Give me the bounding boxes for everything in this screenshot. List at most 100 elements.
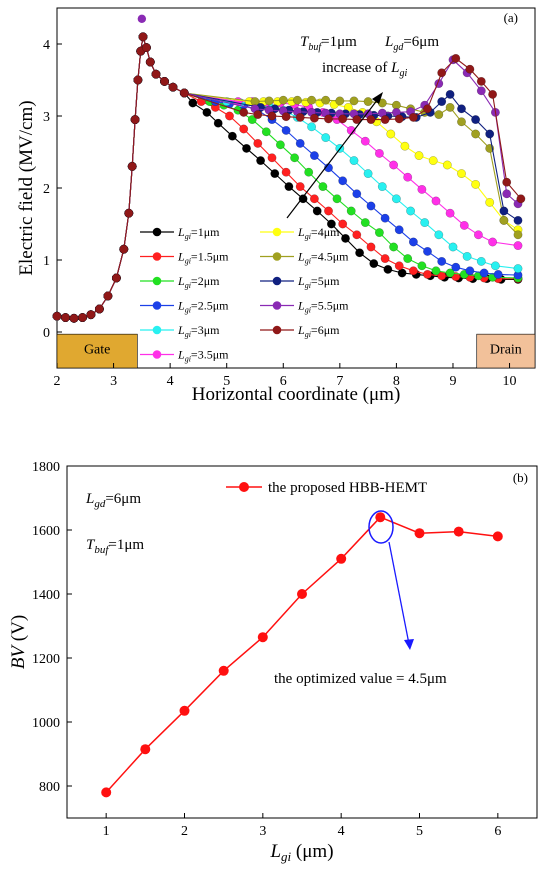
series-point xyxy=(457,104,466,114)
x-tick-label: 9 xyxy=(449,374,456,389)
series-point xyxy=(490,261,500,271)
series-lgi4.5 xyxy=(52,32,523,323)
series-point xyxy=(431,266,441,276)
series-point xyxy=(465,64,475,74)
series-point xyxy=(363,169,373,179)
series-point xyxy=(488,89,498,99)
series-point xyxy=(383,264,393,274)
series-point xyxy=(86,310,96,320)
series-point xyxy=(389,242,399,252)
series-point xyxy=(434,110,444,120)
x-tick-label: 4 xyxy=(167,374,174,389)
series-point xyxy=(188,98,198,108)
panel-b-legend: the proposed HBB-HEMT xyxy=(226,480,427,496)
series-lgi6 xyxy=(52,32,526,323)
panel-b-xlabel: Lgi (μm) xyxy=(269,841,333,864)
panel-b-optimized-annotation: the optimized value = 4.5μm xyxy=(274,510,447,687)
series-point xyxy=(502,189,512,199)
x-tick-label: 4 xyxy=(338,824,345,839)
series-point xyxy=(366,201,376,211)
legend-label: Lgi=1.5μm xyxy=(177,250,229,266)
series-point xyxy=(145,57,155,67)
series-lgi5 xyxy=(52,32,523,323)
y-tick-label: 1600 xyxy=(32,524,60,539)
series-point xyxy=(338,114,348,124)
series-point xyxy=(52,311,62,321)
legend-label: Lgi=2μm xyxy=(177,274,220,290)
series-point xyxy=(369,259,379,269)
series-point xyxy=(61,313,70,323)
series-point xyxy=(476,256,486,266)
series-point xyxy=(479,268,489,278)
series-point xyxy=(471,179,481,189)
series-point xyxy=(281,112,291,122)
series-point xyxy=(374,228,384,238)
series-point xyxy=(366,242,376,252)
series-point xyxy=(360,136,370,146)
series-lgi5.5 xyxy=(52,32,523,323)
series-point xyxy=(281,167,291,177)
series-point xyxy=(127,161,137,171)
legend-entry: Lgi=4μm xyxy=(260,225,340,241)
series-point xyxy=(417,184,427,194)
series-point xyxy=(391,194,401,204)
y-tick-label: 1800 xyxy=(32,460,60,475)
series-point xyxy=(349,96,359,106)
series-point xyxy=(151,69,161,79)
series-point xyxy=(366,115,376,125)
bv-point xyxy=(297,589,307,599)
legend-entry: Lgi=2μm xyxy=(140,274,220,290)
panel-b-chart: 1 2 3 4 5 6 800 1000 1200 1400 1600 1800 (b) the pr… xyxy=(8,460,538,864)
series-point xyxy=(434,230,444,240)
legend-entry: Lgi=3.5μm xyxy=(140,348,229,364)
series-point xyxy=(247,115,257,125)
series-point xyxy=(335,96,345,106)
series-point xyxy=(448,242,458,252)
y-tick-label: 800 xyxy=(39,780,60,795)
legend-entry: Lgi=4.5μm xyxy=(260,250,349,266)
series-lgi1.5 xyxy=(52,32,523,323)
y-tick-label: 2 xyxy=(43,182,50,197)
legend-label: Lgi=2.5μm xyxy=(177,299,229,315)
series-point xyxy=(295,112,305,122)
region-gate xyxy=(56,333,138,369)
series-point xyxy=(513,215,523,225)
series-point xyxy=(408,112,418,122)
series-point xyxy=(428,156,438,166)
series-point xyxy=(290,153,300,163)
legend-label: Lgi=1μm xyxy=(177,225,220,241)
panel-a-chart: Gate Drain 2 3 4 5 6 7 8 9 10 0 1 2 3 4 Lgi=1μm Lgi=1.5… xyxy=(16,7,536,405)
series-point xyxy=(423,269,432,279)
series-point xyxy=(408,266,418,276)
x-tick-label: 7 xyxy=(336,374,343,389)
series-point xyxy=(213,118,223,128)
legend-label: Lgi=3.5μm xyxy=(177,348,229,364)
series-point xyxy=(346,206,356,216)
legend-marker xyxy=(152,350,162,359)
legend-label: Lgi=5μm xyxy=(297,274,340,290)
series-point xyxy=(445,89,455,99)
series-point xyxy=(267,111,277,121)
legend-marker xyxy=(152,301,162,310)
panel-b-ylabel: BV (V) xyxy=(8,615,29,669)
legend-label: Lgi=4μm xyxy=(297,225,340,241)
series-point xyxy=(275,140,285,150)
series-point xyxy=(225,111,234,121)
series-point xyxy=(437,256,447,266)
region-label-gate: Gate xyxy=(84,343,110,358)
series-point xyxy=(256,156,266,166)
panel-b-annotation-lgd: Lgd=6μm xyxy=(85,491,141,510)
series-point xyxy=(179,88,189,98)
annotation-arrow-head xyxy=(372,92,383,104)
series-point xyxy=(239,107,249,117)
y-tick-label: 1200 xyxy=(32,652,60,667)
series-point xyxy=(394,114,404,124)
panel-b-legend-marker xyxy=(239,482,249,492)
series-lgi4 xyxy=(52,32,523,323)
series-lgi1 xyxy=(52,32,523,323)
series-point xyxy=(516,194,526,204)
series-point xyxy=(485,129,495,139)
series-point xyxy=(253,138,263,148)
series-point xyxy=(485,197,495,207)
